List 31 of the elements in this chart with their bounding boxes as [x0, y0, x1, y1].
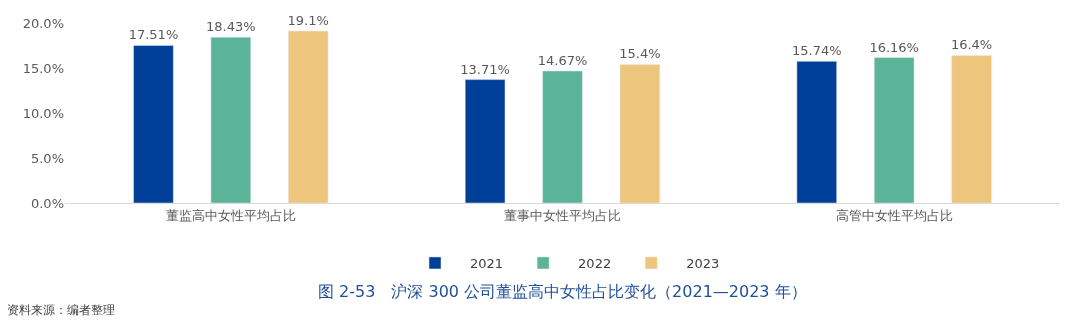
data-label: 19.1% — [287, 13, 329, 29]
y-tick-label: 20.0% — [22, 15, 64, 31]
x-tick-label: 董监高中女性平均占比 — [165, 207, 296, 223]
data-label: 16.4% — [950, 37, 993, 53]
text: 图 2-53 沪深 300 公司董监高中女性占比变化（2021—2023 年） — [318, 282, 807, 301]
bar — [133, 45, 174, 203]
x-tick-label: 高管中女性平均占比 — [835, 207, 953, 223]
bar — [796, 61, 837, 203]
data-label: 17.51% — [128, 27, 179, 43]
data-label: 15.4% — [619, 46, 661, 62]
data-label: 16.16% — [869, 39, 919, 55]
y-tick-label: 15.0% — [22, 60, 64, 76]
data-label: 14.67% — [537, 52, 588, 68]
bar — [951, 55, 992, 203]
bar — [288, 30, 329, 203]
data-label: 15.74% — [791, 43, 842, 59]
bar — [464, 79, 506, 203]
text: 资料来源：编者整理 — [7, 303, 115, 317]
bar — [210, 36, 251, 203]
bar — [874, 57, 915, 203]
data-label: 13.71% — [460, 61, 510, 77]
legend-label: 2022 — [578, 256, 612, 272]
y-tick-label: 10.0% — [22, 105, 64, 121]
legend-label: 2021 — [470, 256, 504, 272]
data-label: 18.43% — [206, 19, 256, 35]
bar — [542, 70, 583, 203]
x-tick-label: 董事中女性平均占比 — [504, 207, 621, 223]
y-tick-label: 0.0% — [30, 195, 64, 211]
bar — [619, 64, 661, 203]
y-tick-label: 5.0% — [30, 150, 64, 166]
legend-label: 2023 — [686, 256, 720, 272]
